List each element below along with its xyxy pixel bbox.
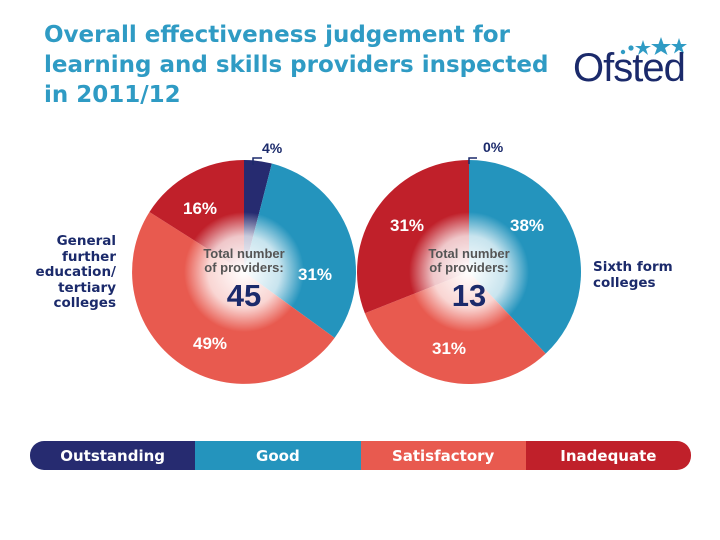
pie2-total: 13 (452, 278, 486, 313)
pie1-outstanding-leader (252, 157, 262, 165)
pie1-label-inadequate: 16% (183, 199, 217, 218)
pie1-center-label-line2: of providers: (204, 260, 283, 275)
pie1-provider-label: General further education/ tertiary coll… (35, 233, 116, 311)
legend-outstanding: Outstanding (30, 441, 196, 470)
pie1-center-label-line1: Total number (203, 246, 284, 261)
pie2-label-inadequate: 31% (390, 216, 424, 235)
pie-charts: Total number of providers: 45 Total numb… (132, 139, 581, 384)
slide-title: Overall effectiveness judgement for lear… (44, 22, 549, 108)
pie1-label-satisfactory: 49% (193, 334, 227, 353)
pie2-provider-label: Sixth form colleges (593, 259, 673, 291)
pie1-center-glow (184, 212, 304, 332)
logo-text: Ofsted (573, 46, 686, 90)
pie1-total: 45 (227, 278, 261, 313)
pie2-label-good: 38% (510, 216, 544, 235)
pie2-label-satisfactory: 31% (432, 339, 466, 358)
legend-satisfactory: Satisfactory (360, 441, 526, 470)
legend-bar: Outstanding Good Satisfactory Inadequate (30, 441, 691, 470)
pie1-label-good: 31% (298, 265, 332, 284)
legend-inadequate: Inadequate (525, 441, 691, 470)
logo-stars-icon (620, 37, 687, 55)
pie2-center-glow (409, 212, 529, 332)
pie2-center-label-line1: Total number (428, 246, 509, 261)
pie2-outstanding-leader (468, 157, 477, 164)
ofsted-logo: Ofsted (573, 36, 691, 96)
legend-good: Good (195, 441, 361, 470)
pie2-center-label-line2: of providers: (429, 260, 508, 275)
pie2-label-outstanding: 0% (483, 139, 504, 155)
pie1-label-outstanding: 4% (262, 140, 283, 156)
